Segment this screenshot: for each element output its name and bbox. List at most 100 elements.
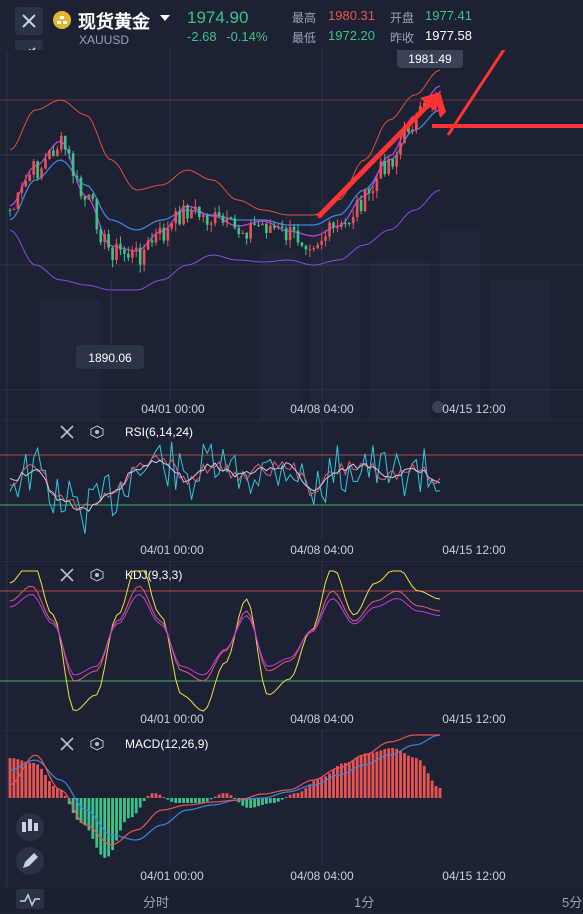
candle bbox=[142, 249, 146, 265]
remove-indicator-button[interactable] bbox=[60, 425, 74, 439]
rsi-panel[interactable]: RSI(6,14,24) 04/01 00:00 04/08 04:00 04/… bbox=[0, 420, 583, 560]
macd-bar bbox=[387, 748, 391, 798]
candlestick-tool-button[interactable] bbox=[16, 813, 44, 841]
indicator-settings-button[interactable] bbox=[90, 737, 104, 751]
macd-bar bbox=[367, 752, 371, 798]
macd-bar bbox=[36, 764, 40, 798]
macd-bar bbox=[257, 798, 260, 807]
macd-bar bbox=[434, 786, 438, 798]
candle bbox=[351, 217, 355, 224]
candle bbox=[107, 233, 110, 248]
macd-bar bbox=[162, 797, 166, 799]
macd-bar bbox=[134, 798, 138, 814]
indicator-settings-button[interactable] bbox=[90, 568, 104, 582]
crosshair-handle[interactable] bbox=[432, 401, 444, 413]
candle bbox=[292, 226, 296, 231]
tab-5min[interactable]: 5分 bbox=[562, 895, 583, 910]
candle bbox=[170, 223, 174, 229]
high-value: 1980.31 bbox=[328, 8, 375, 23]
macd-bar bbox=[229, 795, 233, 798]
macd-bar bbox=[249, 798, 253, 808]
macd-bar bbox=[142, 798, 146, 802]
tab-1min[interactable]: 1分 bbox=[354, 895, 375, 910]
candle bbox=[363, 189, 367, 212]
macd-bar bbox=[355, 757, 359, 798]
close-button[interactable] bbox=[15, 7, 43, 35]
candle bbox=[158, 227, 162, 234]
macd-bar bbox=[87, 798, 91, 831]
candle bbox=[379, 161, 383, 179]
macd-bar bbox=[67, 798, 71, 805]
candle bbox=[36, 161, 39, 178]
macd-bar bbox=[336, 765, 339, 798]
chevron-down-icon[interactable] bbox=[160, 15, 170, 21]
macd-bar bbox=[75, 798, 79, 820]
draw-tool-button[interactable] bbox=[16, 847, 44, 875]
macd-bar bbox=[328, 773, 331, 798]
drawing-arrows[interactable] bbox=[316, 50, 583, 219]
instrument-title[interactable]: 现货黄金 bbox=[78, 12, 150, 32]
min-price-tag: 1890.06 bbox=[76, 345, 144, 369]
candle bbox=[52, 150, 55, 156]
candle bbox=[209, 223, 213, 225]
time-label: 04/01 00:00 bbox=[141, 402, 205, 416]
candle bbox=[253, 223, 256, 225]
candle bbox=[134, 247, 138, 250]
candle bbox=[383, 161, 387, 175]
macd-bar bbox=[40, 768, 43, 798]
candle bbox=[308, 249, 312, 251]
candle bbox=[217, 212, 221, 216]
macd-bar bbox=[178, 798, 182, 803]
candle bbox=[186, 205, 189, 219]
macd-bar bbox=[71, 798, 75, 814]
candle bbox=[127, 253, 130, 258]
macd-bar bbox=[95, 798, 99, 848]
candle bbox=[174, 211, 177, 224]
close-icon bbox=[22, 14, 36, 28]
candle bbox=[63, 135, 67, 150]
change-percent: -0.14% bbox=[226, 29, 268, 44]
macd-bar bbox=[213, 796, 217, 798]
candle bbox=[225, 217, 229, 223]
candle bbox=[91, 194, 95, 199]
indicator-toggle-button[interactable] bbox=[16, 889, 44, 909]
indicator-settings-button[interactable] bbox=[90, 425, 104, 439]
kdj-panel[interactable]: KDJ(9,3,3) 04/01 00:00 04/08 04:00 04/15… bbox=[0, 561, 583, 729]
tab-timeshare[interactable]: 分时 bbox=[143, 895, 170, 910]
last-price: 1974.90 bbox=[187, 8, 249, 27]
macd-bar bbox=[197, 798, 201, 803]
macd-bar bbox=[332, 769, 335, 798]
macd-bar bbox=[201, 798, 205, 803]
open-value: 1977.41 bbox=[425, 8, 472, 23]
macd-bar bbox=[276, 798, 280, 802]
instrument-symbol: XAUUSD bbox=[79, 33, 130, 47]
macd-bar bbox=[426, 773, 430, 798]
macd-bar bbox=[103, 798, 107, 858]
boll-upper bbox=[9, 69, 441, 216]
time-label: 04/15 12:00 bbox=[442, 712, 506, 726]
time-label: 04/15 12:00 bbox=[442, 402, 506, 416]
macd-bar bbox=[115, 798, 118, 841]
macd-bar bbox=[339, 763, 343, 798]
kdj-j-line bbox=[9, 570, 441, 712]
macd-panel[interactable]: MACD(12,26,9) 04/01 00:00 04/08 04:00 04… bbox=[0, 730, 583, 887]
macd-bar bbox=[154, 793, 158, 798]
candle bbox=[316, 244, 320, 248]
boll-lower bbox=[9, 189, 441, 291]
candle bbox=[56, 149, 59, 156]
candle bbox=[48, 150, 51, 160]
main-price-chart[interactable]: 1981.49 1890.06 04/01 00:00 04/08 04:00 … bbox=[0, 50, 583, 420]
candle bbox=[328, 222, 331, 237]
candle bbox=[229, 217, 233, 219]
candle bbox=[233, 218, 237, 228]
remove-indicator-button[interactable] bbox=[60, 568, 74, 582]
candle bbox=[16, 192, 20, 209]
macd-bar bbox=[268, 798, 272, 804]
macd-bar bbox=[190, 798, 193, 803]
macd-bar bbox=[410, 757, 414, 798]
macd-bar bbox=[20, 760, 24, 798]
macd-bar bbox=[221, 793, 225, 798]
candle bbox=[257, 224, 260, 226]
macd-bar bbox=[288, 794, 292, 798]
remove-indicator-button[interactable] bbox=[60, 737, 74, 751]
